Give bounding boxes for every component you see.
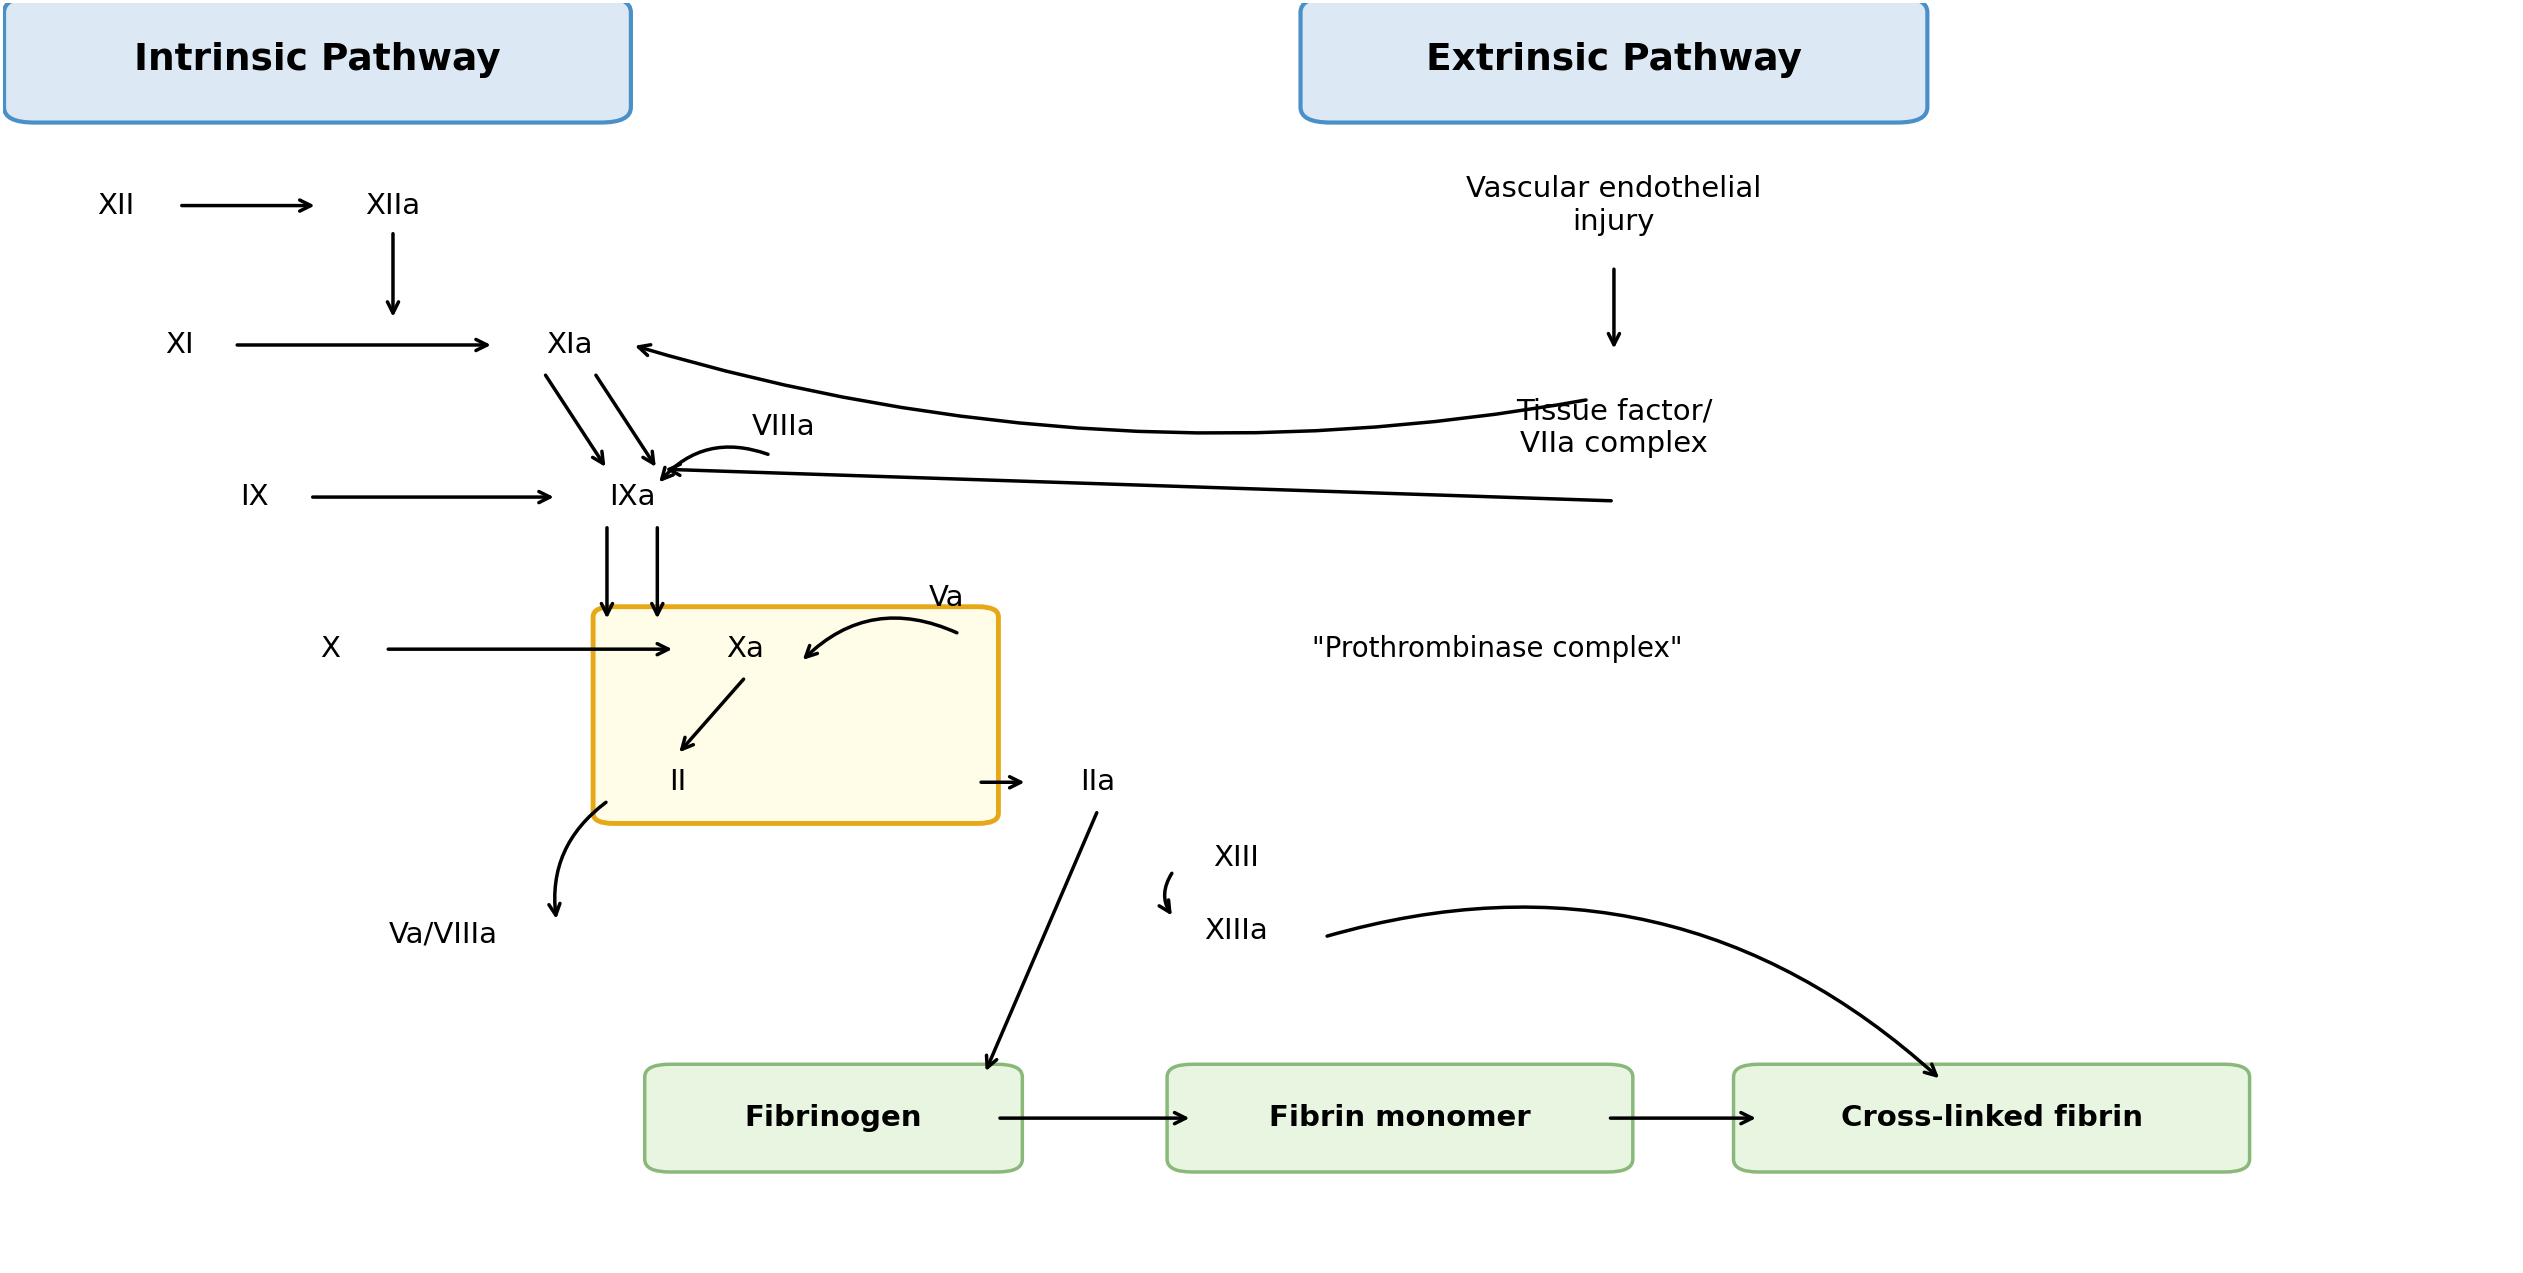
Text: IXa: IXa — [608, 482, 656, 510]
Text: IX: IX — [240, 482, 270, 510]
Text: XIa: XIa — [545, 331, 593, 359]
Text: Cross-linked fibrin: Cross-linked fibrin — [1842, 1104, 2142, 1132]
FancyBboxPatch shape — [593, 607, 999, 824]
Text: XII: XII — [98, 191, 134, 219]
Text: Va/VIIIa: Va/VIIIa — [389, 920, 497, 948]
FancyBboxPatch shape — [1168, 1064, 1632, 1172]
Text: Fibrin monomer: Fibrin monomer — [1269, 1104, 1531, 1132]
Text: X: X — [320, 635, 341, 663]
Text: IIa: IIa — [1080, 769, 1115, 796]
Text: VIIIa: VIIIa — [752, 414, 815, 442]
FancyBboxPatch shape — [646, 1064, 1022, 1172]
Text: Extrinsic Pathway: Extrinsic Pathway — [1425, 42, 1801, 78]
FancyBboxPatch shape — [5, 0, 631, 122]
Text: XIIa: XIIa — [366, 191, 421, 219]
FancyBboxPatch shape — [1733, 1064, 2251, 1172]
Text: Vascular endothelial
injury: Vascular endothelial injury — [1466, 176, 1761, 236]
Text: Xa: Xa — [727, 635, 764, 663]
FancyBboxPatch shape — [1299, 0, 1928, 122]
Text: II: II — [669, 769, 686, 796]
Text: Intrinsic Pathway: Intrinsic Pathway — [134, 42, 502, 78]
Text: Fibrinogen: Fibrinogen — [744, 1104, 923, 1132]
Text: "Prothrombinase complex": "Prothrombinase complex" — [1312, 635, 1683, 663]
Text: Tissue factor/
VIIa complex: Tissue factor/ VIIa complex — [1516, 397, 1713, 457]
Text: Va: Va — [928, 584, 964, 612]
Text: XIIIa: XIIIa — [1203, 917, 1269, 945]
Text: XI: XI — [164, 331, 194, 359]
Text: XIII: XIII — [1214, 844, 1259, 872]
